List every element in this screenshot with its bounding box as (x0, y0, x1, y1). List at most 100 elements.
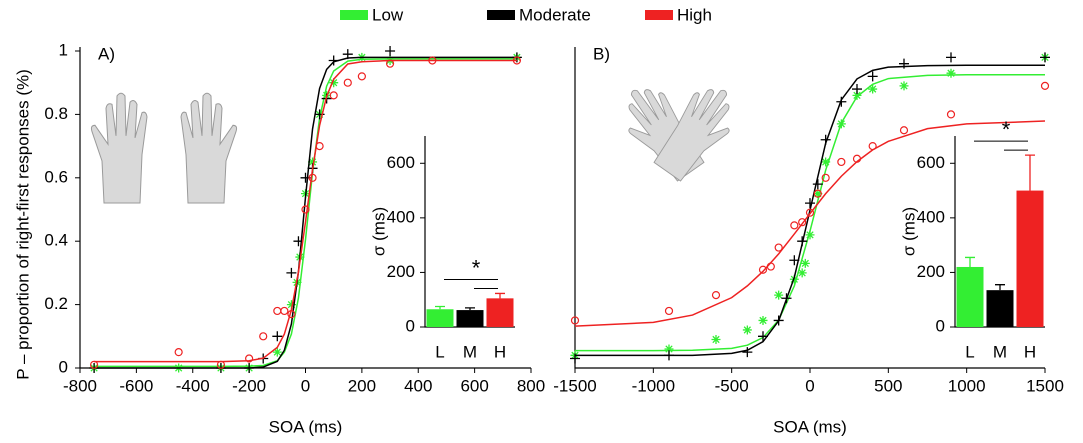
bar (956, 266, 984, 327)
error-bar (435, 305, 445, 310)
y-tick-label: 600 (387, 153, 415, 172)
x-tick-label: 400 (404, 376, 432, 395)
y-tick-label: 0.8 (44, 104, 68, 123)
data-point (852, 90, 862, 100)
error-bar (465, 307, 475, 311)
legend-swatch (645, 10, 673, 20)
x-tick-label: L (965, 342, 974, 361)
y-tick-label: 400 (387, 207, 415, 226)
bar (426, 309, 454, 327)
x-tick-label: -600 (119, 376, 153, 395)
x-tick-label: 0 (301, 376, 310, 395)
y-axis-label: σ (ms) (899, 207, 918, 256)
data-point (852, 84, 862, 95)
data-point (664, 306, 674, 316)
data-point (259, 332, 268, 341)
data-point (272, 331, 283, 342)
fit-curve (575, 64, 1045, 357)
data-point (820, 134, 831, 145)
data-point (329, 78, 339, 88)
x-tick-label: -500 (715, 376, 749, 395)
error-bar (495, 292, 505, 299)
data-point (89, 360, 99, 369)
data-point (385, 59, 395, 68)
data-point (821, 173, 830, 182)
data-point (428, 56, 437, 65)
data-point (711, 334, 721, 344)
data-point (742, 325, 752, 335)
hands-illustration-a (90, 92, 238, 204)
data-point (774, 243, 783, 252)
data-point (946, 110, 956, 119)
data-point (837, 157, 846, 167)
significance-star: * (1002, 117, 1011, 142)
error-bar (965, 256, 975, 267)
bar (456, 310, 484, 327)
x-tick-label: H (494, 342, 506, 361)
data-point (800, 258, 810, 268)
data-point (813, 189, 823, 199)
legend-label: High (677, 5, 712, 24)
data-point (812, 179, 823, 190)
data-point (821, 157, 831, 167)
data-point (245, 354, 254, 363)
y-tick-label: 200 (387, 262, 415, 281)
data-point (286, 300, 296, 310)
data-point (287, 310, 296, 319)
data-point (711, 290, 721, 300)
data-point (315, 142, 324, 151)
data-point (308, 173, 317, 182)
data-point (805, 208, 815, 217)
y-tick-label: 200 (917, 262, 945, 281)
x-tick-label: M (463, 342, 477, 361)
fit-curve (94, 59, 517, 363)
x-tick-label: -800 (63, 376, 97, 395)
data-point (385, 46, 396, 56)
x-tick-label: -200 (232, 376, 266, 395)
x-tick-label: 1500 (1026, 376, 1064, 395)
panel-label: B) (593, 44, 610, 63)
y-tick-label: 0.4 (44, 231, 68, 250)
x-tick-label: 0 (805, 376, 814, 395)
bar (986, 290, 1014, 327)
fit-curve (94, 58, 517, 368)
y-tick-label: 0.6 (44, 167, 68, 186)
y-tick-label: 0 (936, 316, 945, 335)
data-point (805, 198, 815, 209)
data-point (293, 236, 304, 247)
data-point (286, 267, 297, 278)
x-tick-label: L (435, 342, 444, 361)
data-point (781, 293, 792, 304)
data-point (308, 157, 318, 167)
data-point (946, 68, 956, 78)
x-tick-label: 1000 (948, 376, 986, 395)
x-tick-label: H (1024, 342, 1036, 361)
data-point (758, 331, 768, 342)
data-point (774, 290, 784, 300)
y-tick-label: 0.2 (44, 294, 68, 313)
legend-swatch (487, 10, 515, 20)
legend-swatch (340, 10, 368, 20)
x-tick-label: 500 (874, 376, 902, 395)
data-point (766, 262, 775, 271)
data-point (512, 56, 522, 65)
x-tick-label: -1000 (632, 376, 675, 395)
data-point (758, 265, 768, 274)
data-point (570, 316, 580, 325)
data-point (664, 350, 674, 361)
data-point (789, 255, 800, 266)
data-point (805, 230, 815, 240)
x-axis-label: SOA (ms) (773, 417, 847, 436)
data-point (836, 96, 847, 107)
bar (1016, 190, 1044, 327)
data-point (174, 348, 183, 357)
bar (486, 298, 514, 327)
panel-label: A) (98, 44, 115, 63)
fit-curve (574, 120, 1046, 327)
y-tick-label: 400 (917, 207, 945, 226)
data-point (280, 306, 289, 316)
data-point (836, 119, 846, 129)
data-point (813, 189, 822, 198)
legend-label: Moderate (519, 5, 591, 24)
